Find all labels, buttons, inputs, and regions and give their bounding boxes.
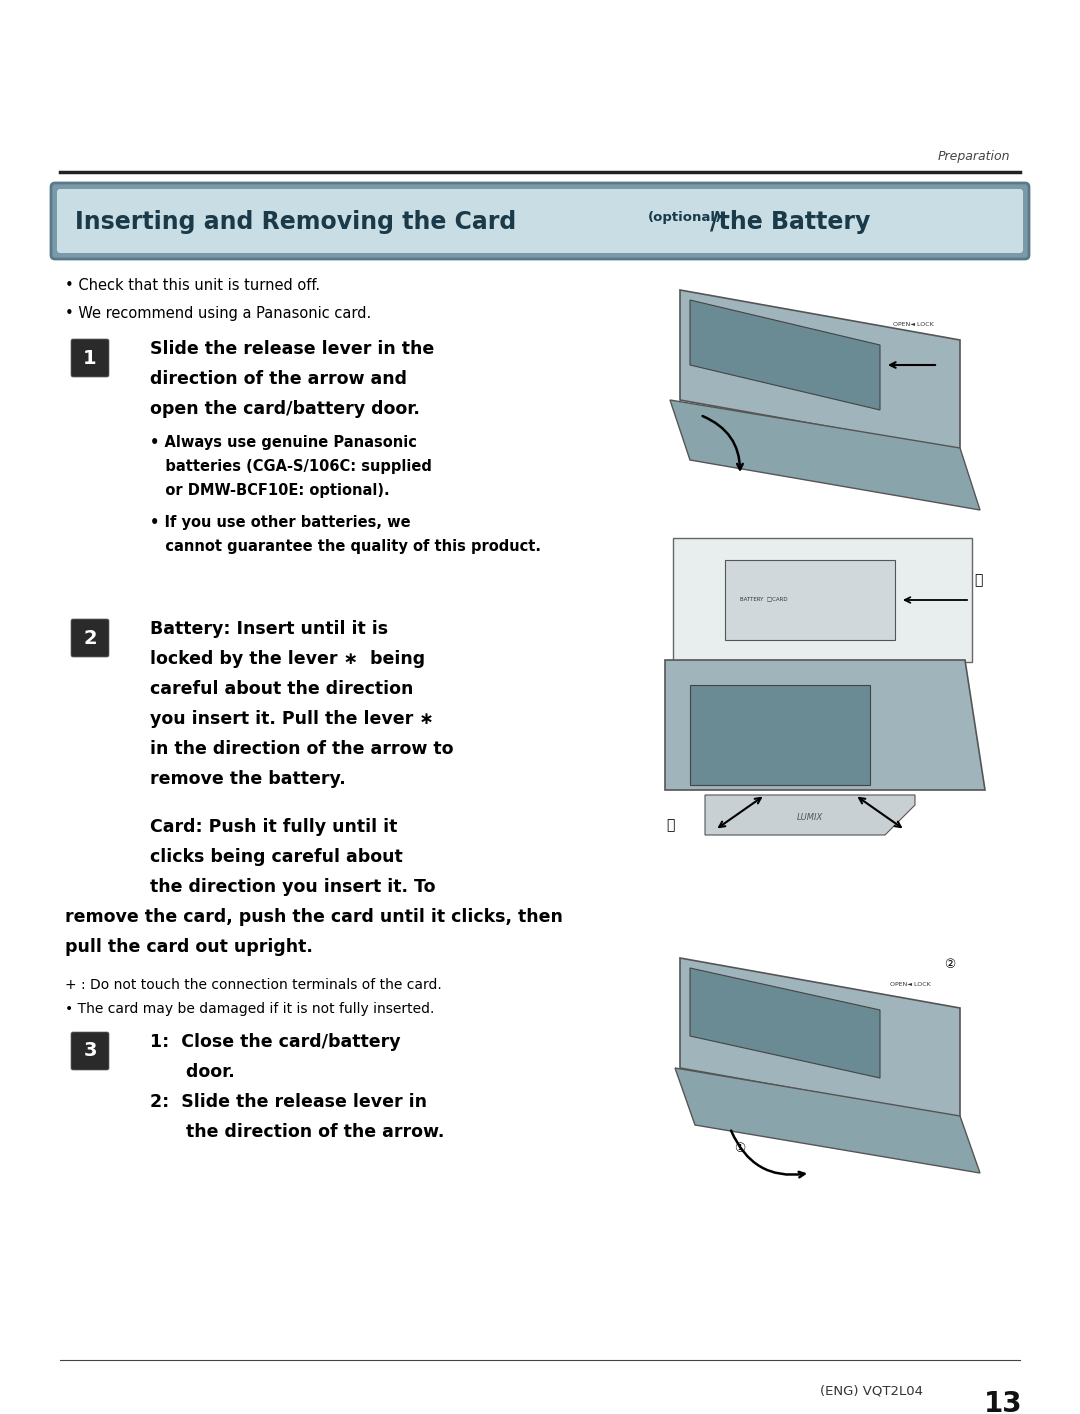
- FancyBboxPatch shape: [51, 182, 1029, 259]
- Text: cannot guarantee the quality of this product.: cannot guarantee the quality of this pro…: [150, 539, 541, 554]
- Text: careful about the direction: careful about the direction: [150, 680, 414, 699]
- Text: you insert it. Pull the lever ∗: you insert it. Pull the lever ∗: [150, 710, 434, 728]
- Text: • Always use genuine Panasonic: • Always use genuine Panasonic: [150, 436, 417, 450]
- Text: • If you use other batteries, we: • If you use other batteries, we: [150, 515, 410, 530]
- Text: remove the battery.: remove the battery.: [150, 771, 346, 788]
- Text: 2: 2: [83, 628, 97, 648]
- Text: 1:  Close the card/battery: 1: Close the card/battery: [150, 1034, 401, 1051]
- Text: 2:  Slide the release lever in: 2: Slide the release lever in: [150, 1093, 427, 1111]
- Text: + : Do not touch the connection terminals of the card.: + : Do not touch the connection terminal…: [65, 978, 442, 993]
- Text: the direction you insert it. To: the direction you insert it. To: [150, 878, 435, 896]
- Text: /the Battery: /the Battery: [710, 211, 870, 233]
- FancyBboxPatch shape: [57, 189, 1023, 253]
- Text: Ⓐ: Ⓐ: [974, 573, 982, 587]
- Polygon shape: [670, 400, 980, 510]
- Text: Slide the release lever in the: Slide the release lever in the: [150, 339, 434, 358]
- FancyBboxPatch shape: [71, 339, 109, 378]
- FancyBboxPatch shape: [71, 1032, 109, 1070]
- Text: Card: Push it fully until it: Card: Push it fully until it: [150, 819, 397, 836]
- Polygon shape: [680, 290, 960, 450]
- Polygon shape: [690, 969, 880, 1077]
- Text: • Check that this unit is turned off.: • Check that this unit is turned off.: [65, 279, 320, 293]
- Text: direction of the arrow and: direction of the arrow and: [150, 370, 407, 387]
- Text: clicks being careful about: clicks being careful about: [150, 848, 403, 865]
- Polygon shape: [675, 1068, 980, 1174]
- Polygon shape: [680, 959, 960, 1118]
- Text: Battery: Insert until it is: Battery: Insert until it is: [150, 619, 388, 638]
- Text: 13: 13: [984, 1390, 1023, 1414]
- Polygon shape: [690, 300, 880, 410]
- Text: in the direction of the arrow to: in the direction of the arrow to: [150, 740, 454, 758]
- Text: • We recommend using a Panasonic card.: • We recommend using a Panasonic card.: [65, 305, 372, 321]
- Text: ①: ①: [734, 1141, 745, 1154]
- FancyBboxPatch shape: [673, 537, 972, 662]
- Text: or DMW-BCF10E: optional).: or DMW-BCF10E: optional).: [150, 484, 390, 498]
- Polygon shape: [705, 795, 915, 836]
- Text: (ENG) VQT2L04: (ENG) VQT2L04: [820, 1384, 923, 1398]
- Text: the direction of the arrow.: the direction of the arrow.: [150, 1123, 444, 1141]
- Text: remove the card, push the card until it clicks, then: remove the card, push the card until it …: [65, 908, 563, 926]
- Text: Ⓑ: Ⓑ: [665, 819, 674, 831]
- Text: OPEN◄ LOCK: OPEN◄ LOCK: [893, 321, 933, 327]
- Bar: [725, 560, 895, 641]
- Text: BATTERY  □CARD: BATTERY □CARD: [740, 595, 787, 601]
- Text: OPEN◄ LOCK: OPEN◄ LOCK: [890, 983, 930, 987]
- Text: (optional): (optional): [648, 212, 723, 225]
- Text: Preparation: Preparation: [937, 150, 1010, 163]
- Text: 3: 3: [83, 1042, 97, 1060]
- Bar: [690, 684, 870, 785]
- Text: pull the card out upright.: pull the card out upright.: [65, 937, 313, 956]
- Text: batteries (CGA-S/106C: supplied: batteries (CGA-S/106C: supplied: [150, 460, 432, 474]
- Text: • The card may be damaged if it is not fully inserted.: • The card may be damaged if it is not f…: [65, 1003, 434, 1017]
- FancyBboxPatch shape: [71, 619, 109, 658]
- Text: Inserting and Removing the Card: Inserting and Removing the Card: [75, 211, 525, 233]
- Text: 1: 1: [83, 348, 97, 368]
- Polygon shape: [665, 660, 985, 790]
- Text: LUMIX: LUMIX: [797, 813, 823, 823]
- Text: ②: ②: [944, 959, 956, 971]
- Text: open the card/battery door.: open the card/battery door.: [150, 400, 420, 419]
- Text: locked by the lever ∗  being: locked by the lever ∗ being: [150, 650, 426, 667]
- Text: door.: door.: [150, 1063, 234, 1080]
